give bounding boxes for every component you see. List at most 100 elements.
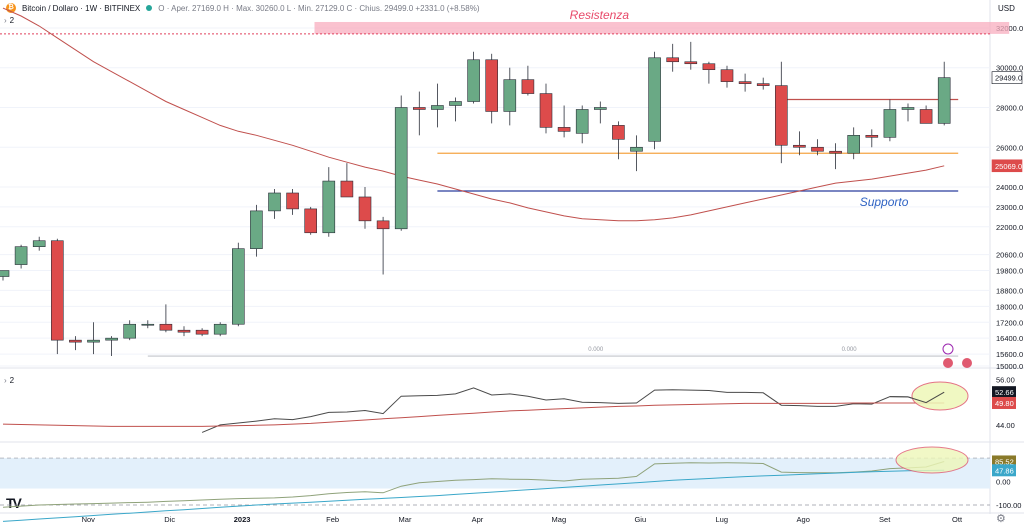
candle-down <box>811 146 824 152</box>
candle-up <box>213 323 227 335</box>
price-tick-label: 15000.0 <box>996 362 1023 371</box>
candle-down <box>865 135 879 138</box>
fib-label: 0.000 <box>588 347 604 353</box>
lightning-event-icon <box>942 343 954 355</box>
price-value-label: 25069.0 <box>995 162 1022 171</box>
price-tick-label: 23000.0 <box>996 203 1023 212</box>
time-axis-label: Mar <box>399 515 412 524</box>
price-tick-label: 32000.0 <box>996 24 1023 33</box>
candle-down <box>774 85 788 146</box>
time-axis-label: Lug <box>715 515 728 524</box>
candle-up <box>232 248 245 325</box>
indicator-tick-label: -100.00 <box>996 501 1021 510</box>
candle-up <box>32 240 46 247</box>
price-tick-label: 30000.0 <box>996 64 1023 73</box>
resistance-zone <box>314 21 1010 34</box>
price-tick-label: 17200.0 <box>996 318 1023 327</box>
candle-up <box>394 107 408 230</box>
time-axis-label: Dic <box>164 515 175 524</box>
candle-down <box>159 323 173 331</box>
highlight-ellipse <box>911 381 969 411</box>
candle-down <box>485 59 499 112</box>
candle-down <box>557 127 571 132</box>
indicator-value-badge <box>992 464 1016 477</box>
moving-average-line <box>2 7 945 222</box>
price-tick-label: 15600.0 <box>996 350 1023 359</box>
indicator-value-badge <box>992 386 1016 399</box>
candle-down <box>50 240 64 341</box>
candle-up <box>0 270 10 277</box>
candle-up <box>503 79 517 112</box>
candle-up <box>593 107 607 110</box>
indicator-value-label: 52.66 <box>995 388 1014 397</box>
candle-down <box>666 57 680 63</box>
resistance-label: Resistenza <box>570 8 630 22</box>
price-pane-badge[interactable]: › 2 <box>4 16 15 25</box>
candle-up <box>87 339 100 343</box>
candle-down <box>919 109 933 124</box>
time-axis-label: Ago <box>797 515 810 524</box>
time-axis-label: Set <box>879 515 891 524</box>
price-tick-label: 22000.0 <box>996 223 1023 232</box>
indicator-tick-label: 56.00 <box>996 376 1015 385</box>
time-axis-label: Mag <box>552 515 567 524</box>
price-value-badge <box>991 159 1023 173</box>
symbol-label[interactable]: Bitcoin / Dollaro · 1W · BITFINEX <box>22 3 141 13</box>
candle-up <box>14 246 28 265</box>
indicator-value-badge <box>992 396 1016 409</box>
price-tick-label: 24000.0 <box>996 183 1023 192</box>
time-axis-label: Giu <box>634 515 646 524</box>
time-axis-label: Nov <box>82 515 96 524</box>
candle-down <box>756 83 770 86</box>
candle-down <box>304 208 318 234</box>
price-tick-label: 28000.0 <box>996 103 1023 112</box>
indicator-line <box>201 387 945 433</box>
time-axis-label: 2023 <box>234 515 251 524</box>
collapse-chevron-icon[interactable]: › <box>4 376 7 385</box>
indicator-tick-label: 0.00 <box>996 478 1011 487</box>
candle-up <box>883 109 897 138</box>
candle-down <box>286 192 299 210</box>
candle-up <box>449 101 462 106</box>
price-tick-label: 16400.0 <box>996 334 1023 343</box>
candle-up <box>467 59 480 102</box>
candle-up <box>431 105 444 110</box>
candle-down <box>720 69 734 82</box>
candle-up <box>105 337 118 341</box>
gear-icon[interactable]: ⚙ <box>996 513 1006 525</box>
indicator-tick-label: 44.00 <box>996 421 1015 430</box>
candle-up <box>250 210 263 249</box>
fib-label: 0.000 <box>842 347 858 353</box>
candle-down <box>69 339 82 343</box>
collapse-chevron-icon[interactable]: › <box>4 16 7 25</box>
candle-down <box>684 61 698 65</box>
candle-up <box>141 323 155 326</box>
market-status-icon <box>146 5 153 11</box>
candle-down <box>829 150 842 154</box>
candle-down <box>738 81 752 84</box>
ohlc-readout: O · Aper. 27169.0 H · Max. 30260.0 L · M… <box>158 3 480 13</box>
candle-down <box>376 220 390 230</box>
candle-down <box>412 107 426 110</box>
indicator-value-label: 49.80 <box>995 399 1014 408</box>
candle-up <box>630 146 643 152</box>
candle-up <box>847 135 861 154</box>
candle-up <box>937 77 951 124</box>
indicator-line-tail <box>889 391 945 404</box>
indicator-pane-badge[interactable]: › 2 <box>4 376 15 385</box>
candle-down <box>702 63 716 71</box>
candle-up <box>268 192 281 212</box>
indicator-value-label: 85.52 <box>995 457 1014 466</box>
candle-down <box>358 196 372 222</box>
candle-down <box>521 79 535 94</box>
candle-up <box>901 107 915 110</box>
candle-down <box>177 329 191 333</box>
bitcoin-icon: ₿ <box>6 3 16 13</box>
price-value-badge <box>991 71 1023 84</box>
candle-down <box>195 329 209 335</box>
candle-up <box>123 323 136 339</box>
candle-down <box>340 180 354 198</box>
flag-event-icon <box>943 358 953 368</box>
time-axis-label: Apr <box>472 515 484 524</box>
